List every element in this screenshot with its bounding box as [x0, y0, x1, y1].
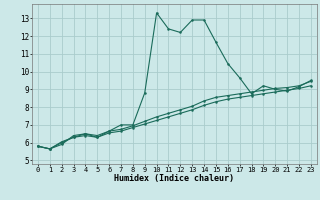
- X-axis label: Humidex (Indice chaleur): Humidex (Indice chaleur): [115, 174, 234, 183]
